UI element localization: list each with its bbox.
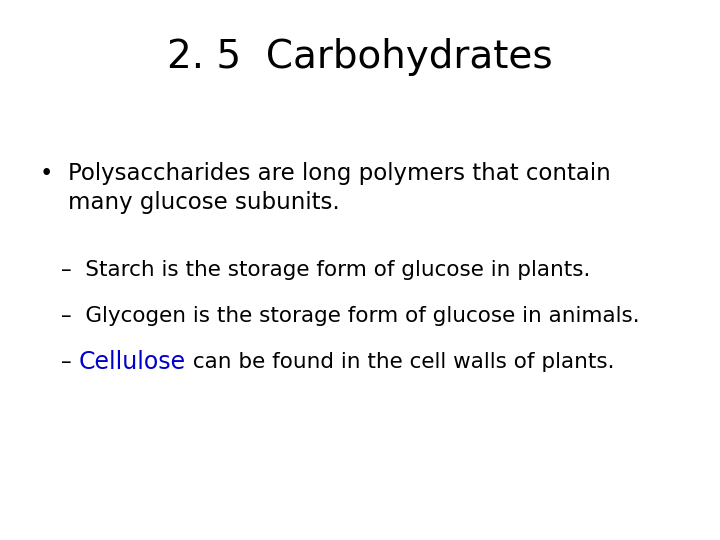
Text: –: – xyxy=(61,352,78,372)
Text: Polysaccharides are long polymers that contain
many glucose subunits.: Polysaccharides are long polymers that c… xyxy=(68,162,611,214)
Text: Cellulose: Cellulose xyxy=(78,350,186,374)
Text: •: • xyxy=(40,162,53,185)
Text: can be found in the cell walls of plants.: can be found in the cell walls of plants… xyxy=(186,352,614,372)
Text: 2. 5  Carbohydrates: 2. 5 Carbohydrates xyxy=(167,38,553,76)
Text: –  Starch is the storage form of glucose in plants.: – Starch is the storage form of glucose … xyxy=(61,260,590,280)
Text: –  Glycogen is the storage form of glucose in animals.: – Glycogen is the storage form of glucos… xyxy=(61,306,640,326)
